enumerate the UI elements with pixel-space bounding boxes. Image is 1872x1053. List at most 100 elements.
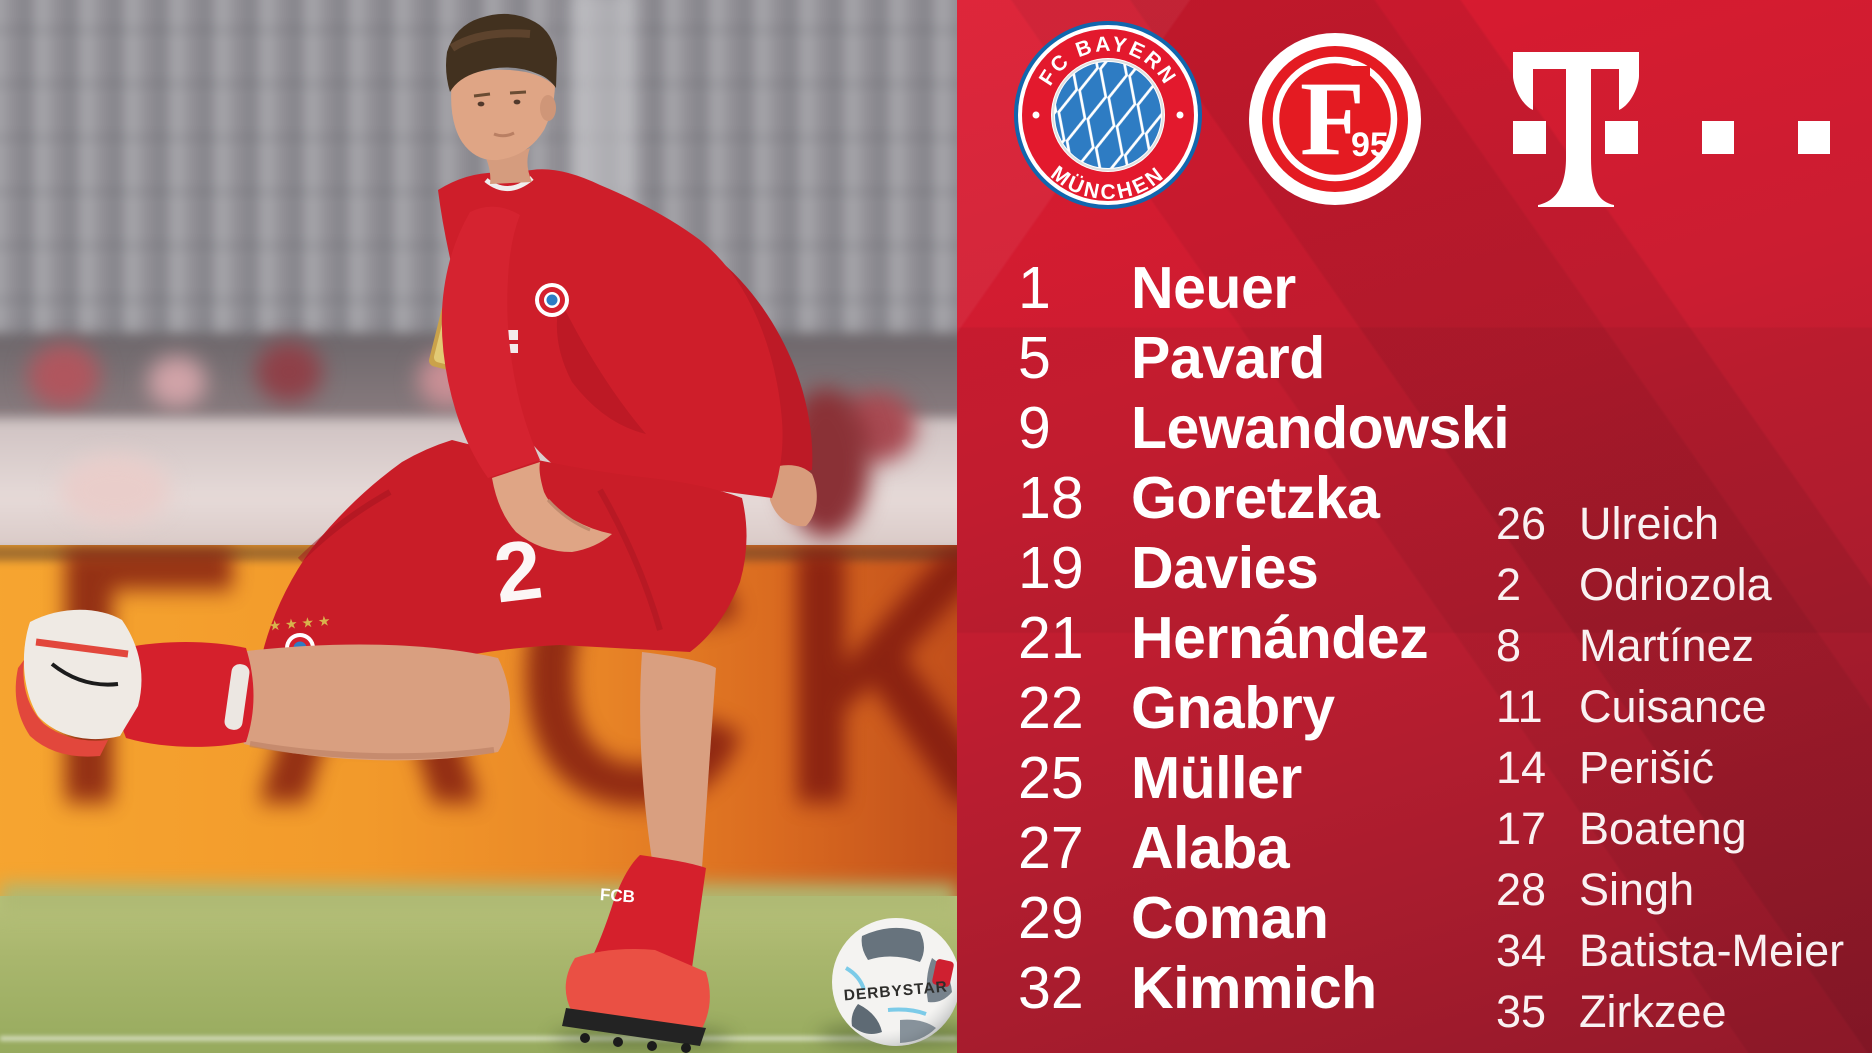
player-number: 28 <box>1496 863 1547 915</box>
shorts-fold <box>597 488 663 631</box>
substitute-player-row: 34 Batista-Meier <box>1496 920 1844 981</box>
player-right-calf <box>640 652 716 868</box>
substitute-player-row: 11 Cuisance <box>1496 676 1844 737</box>
lineup-panel: FC BAYERN MÜNCHEN F 95 <box>957 0 1872 1053</box>
right-boot-sole <box>562 1008 706 1046</box>
player-number: 8 <box>1496 619 1522 671</box>
player-number: 18 <box>1018 465 1084 531</box>
left-boot-stripe <box>35 638 129 658</box>
player-left-hand <box>768 465 817 527</box>
left-boot-swoosh-icon <box>50 662 119 687</box>
fortuna-year: 95 <box>1351 126 1389 164</box>
substitute-player-row: 8 Martínez <box>1496 615 1844 676</box>
jersey-crest <box>535 283 569 317</box>
player-face <box>451 69 555 161</box>
player-number: 14 <box>1496 741 1547 793</box>
substitute-player-row: 2 Odriozola <box>1496 554 1844 615</box>
player-right-sock <box>588 855 706 968</box>
ball-illustration: DERBYSTAR <box>832 918 957 1046</box>
player-name: Lewandowski <box>1131 395 1510 461</box>
player-name: Coman <box>1131 885 1329 951</box>
fortuna-crest-logo: F 95 <box>1249 33 1421 205</box>
player-number: 17 <box>1496 802 1547 854</box>
player-eye <box>513 99 521 105</box>
starting-player-row: 5 Pavard <box>1018 323 1509 393</box>
shorts-fold <box>297 489 392 563</box>
player-name: Odriozola <box>1579 558 1772 610</box>
sock-label: FCB <box>599 885 635 906</box>
player-illustration: BUNDESLIGA 2 <box>15 13 817 1053</box>
player-name: Kimmich <box>1131 955 1377 1021</box>
player-number: 2 <box>1496 558 1522 610</box>
player-number: 34 <box>1496 924 1547 976</box>
boot-stud <box>613 1037 623 1047</box>
player-right-boot <box>565 949 710 1032</box>
player-mouth <box>493 131 515 138</box>
player-number: 32 <box>1018 955 1084 1021</box>
player-name: Alaba <box>1131 815 1290 881</box>
player-number: 9 <box>1018 395 1051 461</box>
fortuna-swallowtail-notch <box>1346 66 1370 90</box>
player-name: Davies <box>1131 535 1319 601</box>
substitute-player-row: 26 Ulreich <box>1496 493 1844 554</box>
player-name: Ulreich <box>1579 497 1720 549</box>
telekom-digit-square <box>1513 121 1546 154</box>
player-name: Pavard <box>1131 325 1325 391</box>
player-right-hand <box>492 462 612 552</box>
player-name: Neuer <box>1131 255 1296 321</box>
starting-xi-list: 1 Neuer 5 Pavard 9 Lewandowski 18 Goretz… <box>1018 253 1510 1023</box>
substitute-player-row: 17 Boateng <box>1496 798 1844 859</box>
player-number: 25 <box>1018 745 1084 811</box>
player-name: Perišić <box>1579 741 1715 793</box>
concourse-blur-blob <box>60 455 170 525</box>
player-number: 21 <box>1018 605 1084 671</box>
player-jersey <box>438 169 783 498</box>
player-number: 29 <box>1018 885 1084 951</box>
player-number: 1 <box>1018 255 1051 321</box>
player-number: 27 <box>1018 815 1084 881</box>
player-name: Boateng <box>1579 802 1747 854</box>
crowd-blur-blob <box>148 356 206 408</box>
player-number: 5 <box>1018 325 1051 391</box>
jersey-shading <box>556 300 646 434</box>
starting-player-row: 21 Hernández <box>1018 603 1509 673</box>
player-number: 22 <box>1018 675 1084 741</box>
fortuna-letter: F <box>1300 60 1365 177</box>
telekom-crossbar-end <box>1513 52 1533 110</box>
starting-player-row: 9 Lewandowski <box>1018 393 1510 463</box>
substitute-player-row: 28 Singh <box>1496 859 1844 920</box>
starting-player-row: 18 Goretzka <box>1018 463 1509 533</box>
telekom-logo <box>1513 52 1830 207</box>
boot-stud <box>580 1033 590 1043</box>
player-name: Singh <box>1579 863 1695 915</box>
substitute-player-row: 35 Zirkzee <box>1496 981 1844 1042</box>
telekom-crossbar-end <box>1619 52 1639 110</box>
player-name: Cuisance <box>1579 680 1767 732</box>
crest-dot <box>1032 111 1040 119</box>
starting-player-row: 27 Alaba <box>1018 813 1509 883</box>
player-number: 35 <box>1496 985 1547 1037</box>
player-number: 19 <box>1018 535 1084 601</box>
player-left-shin <box>234 644 511 761</box>
player-brows <box>473 90 527 98</box>
shorts-stars: ★ ★ ★ ★ <box>268 612 331 633</box>
boot-stud <box>681 1043 691 1053</box>
hand-finger-line <box>546 498 591 532</box>
player-left-boot <box>23 609 142 740</box>
substitute-player-row: 14 Perišić <box>1496 737 1844 798</box>
boot-stud <box>647 1041 657 1051</box>
shin-shading <box>249 741 495 760</box>
player-name: Hernández <box>1131 605 1429 671</box>
hair-highlight <box>449 29 531 52</box>
player-name: Martínez <box>1579 619 1755 671</box>
starting-player-row: 1 Neuer <box>1018 253 1509 323</box>
starting-player-row: 22 Gnabry <box>1018 673 1509 743</box>
starting-player-row: 32 Kimmich <box>1018 953 1509 1023</box>
ball-shading <box>832 918 957 1046</box>
player-name: Gnabry <box>1131 675 1335 741</box>
starting-player-row: 25 Müller <box>1018 743 1509 813</box>
telekom-digit-square <box>1605 121 1638 154</box>
player-ear <box>540 95 556 121</box>
bayern-crest-logo: FC BAYERN MÜNCHEN <box>1014 21 1202 209</box>
